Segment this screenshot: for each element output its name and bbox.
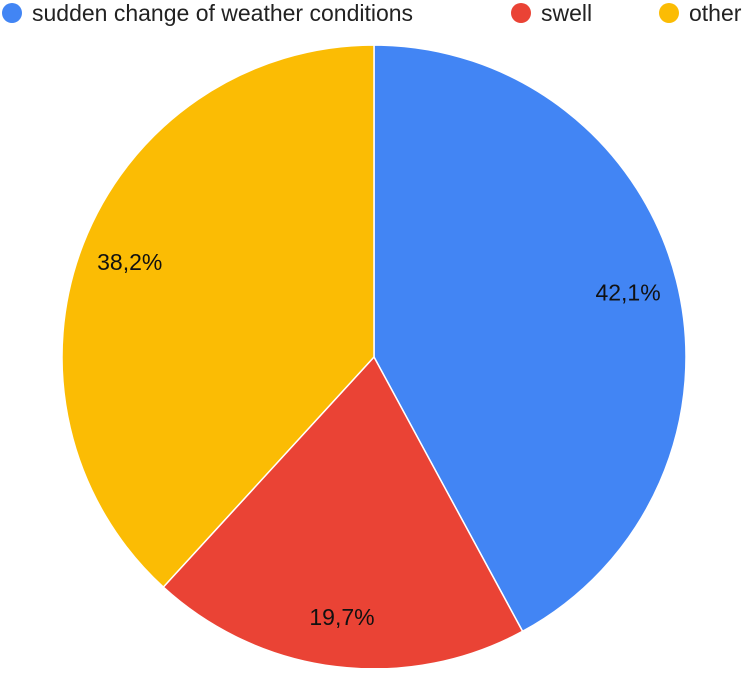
pie-labels: 42,1% 19,7% 38,2% — [97, 249, 661, 630]
legend: sudden change of weather conditions swel… — [2, 0, 742, 26]
slice-value-label: 38,2% — [97, 249, 162, 275]
legend-marker — [511, 3, 531, 23]
legend-label: other — [689, 0, 742, 26]
legend-label: swell — [541, 0, 592, 26]
legend-marker — [2, 3, 22, 23]
slice-value-label: 42,1% — [595, 280, 660, 306]
pie-slice — [162, 355, 524, 670]
legend-label: sudden change of weather conditions — [32, 0, 413, 26]
legend-item: other — [659, 0, 742, 26]
legend-item: swell — [511, 0, 592, 26]
legend-marker — [659, 3, 679, 23]
pie-slice — [373, 44, 687, 633]
slice-value-label: 19,7% — [309, 604, 374, 630]
pie-slices — [61, 44, 687, 670]
pie-slice — [61, 44, 375, 589]
legend-item: sudden change of weather conditions — [2, 0, 413, 26]
